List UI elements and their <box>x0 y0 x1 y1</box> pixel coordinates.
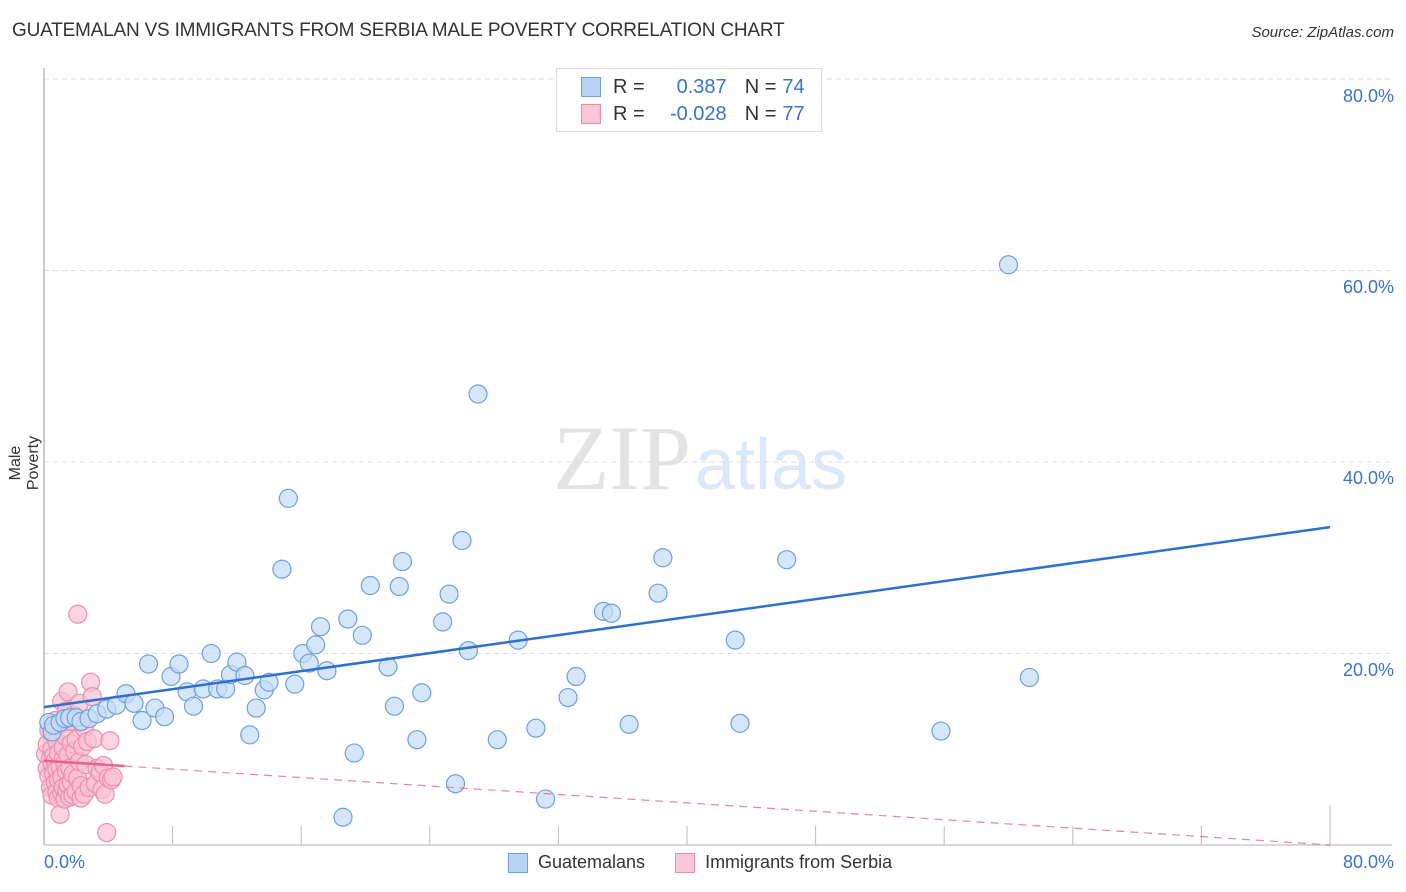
r-value: -0.028 <box>669 102 727 125</box>
watermark-atlas: atlas <box>695 425 848 505</box>
legend-item-serbia[interactable]: Immigrants from Serbia <box>675 852 892 873</box>
blue-swatch-icon <box>508 852 528 873</box>
watermark: ZIPatlas <box>553 405 847 511</box>
series-legend: Guatemalans Immigrants from Serbia <box>508 852 922 873</box>
correlation-legend: R = 0.387 N = 74 R = -0.028 N = 77 <box>556 68 822 132</box>
legend-item-guatemalans[interactable]: Guatemalans <box>508 852 645 873</box>
legend-label: Immigrants from Serbia <box>705 852 893 872</box>
watermark-zip: ZIP <box>553 407 691 509</box>
n-label: N = <box>744 102 777 125</box>
y-tick-60: 60.0% <box>1342 277 1394 297</box>
guatemalan-points <box>39 255 1039 827</box>
x-tick-min: 0.0% <box>44 852 86 872</box>
legend-label: Guatemalans <box>538 852 646 872</box>
gridlines <box>44 78 1392 654</box>
legend-row-serbia: R = -0.028 N = 77 <box>581 102 805 126</box>
r-label: R = <box>613 102 645 125</box>
n-value: 74 <box>782 75 805 98</box>
chart-title: GUATEMALAN VS IMMIGRANTS FROM SERBIA MAL… <box>12 20 785 41</box>
y-axis-title: Male Poverty <box>7 435 42 491</box>
y-tick-20: 20.0% <box>1342 660 1394 680</box>
blue-swatch-icon <box>581 77 601 97</box>
x-tick-max: 80.0% <box>1342 852 1394 872</box>
source-label: Source: ZipAtlas.com <box>1251 24 1394 41</box>
y-tick-80: 80.0% <box>1342 86 1394 106</box>
r-value: 0.387 <box>676 75 727 98</box>
trend-lines <box>43 525 1331 846</box>
y-tick-40: 40.0% <box>1342 468 1394 488</box>
r-label: R = <box>613 75 645 98</box>
n-value: 77 <box>782 102 805 125</box>
n-label: N = <box>744 75 777 98</box>
pink-swatch-icon <box>581 104 601 124</box>
legend-row-guatemalans: R = 0.387 N = 74 <box>581 75 805 99</box>
pink-swatch-icon <box>675 852 696 873</box>
